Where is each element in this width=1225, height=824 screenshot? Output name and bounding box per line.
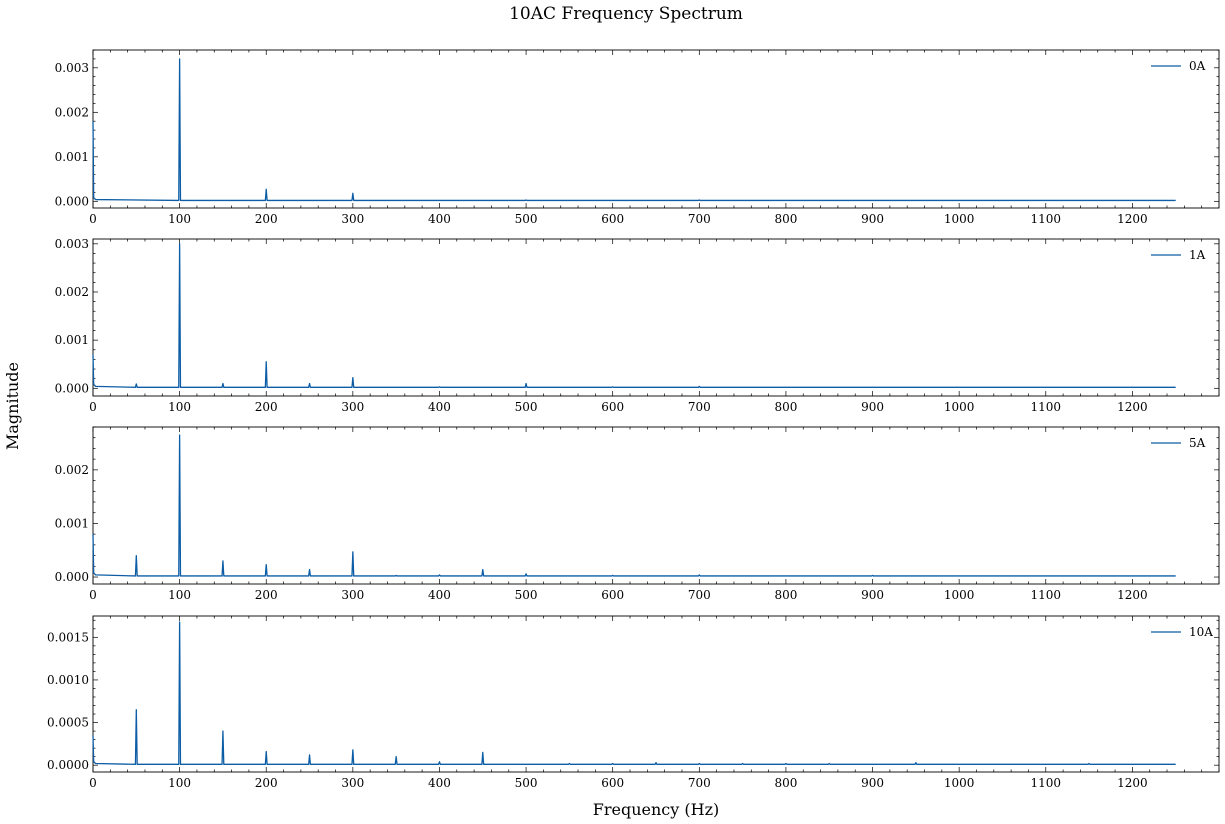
y-tick-label: 0.0005 — [47, 716, 89, 730]
x-tick-label: 1100 — [1030, 588, 1061, 602]
spectrum-line-1A — [92, 243, 1176, 388]
subplot-10A: 0 100 200 300 400 500 600 700 800 900 1000 1100 1200… — [47, 615, 1220, 790]
x-tick-label: 400 — [428, 400, 451, 414]
x-axis-label: Frequency (Hz) — [593, 800, 720, 819]
x-tick-label: 600 — [601, 400, 624, 414]
y-tick-label: 0.003 — [55, 237, 89, 251]
x-tick-label: 500 — [515, 776, 538, 790]
x-tick-label: 100 — [168, 212, 191, 226]
y-axis-label: Magnitude — [3, 362, 22, 450]
subplot-panels: 0 100 200 300 400 500 600 700 800 900 1000 1100 1200… — [47, 49, 1220, 790]
x-tick-label: 600 — [601, 212, 624, 226]
y-tick-label: 0.002 — [55, 105, 89, 119]
x-tick-label: 1000 — [944, 400, 975, 414]
y-tick-label: 0.001 — [55, 516, 89, 530]
legend-label: 10A — [1189, 625, 1213, 639]
x-tick-label: 500 — [515, 588, 538, 602]
subplot-1A: 0 100 200 300 400 500 600 700 800 900 1000 1100 1200… — [55, 237, 1220, 414]
axes-frame — [92, 238, 1220, 397]
axes-frame — [92, 49, 1220, 209]
x-tick-label: 200 — [255, 400, 278, 414]
y-tick-label: 0.000 — [55, 570, 89, 584]
subplot-5A: 0 100 200 300 400 500 600 700 800 900 1000 1100 1200… — [55, 426, 1220, 602]
x-tick-label: 400 — [428, 776, 451, 790]
y-tick-label: 0.0000 — [47, 758, 89, 772]
x-tick-label: 800 — [774, 400, 797, 414]
x-tick-label: 0 — [89, 400, 97, 414]
legend-label: 5A — [1189, 436, 1206, 450]
x-tick-label: 900 — [861, 588, 884, 602]
x-tick-label: 100 — [168, 776, 191, 790]
x-tick-label: 300 — [341, 588, 364, 602]
x-tick-label: 700 — [688, 400, 711, 414]
x-tick-label: 0 — [89, 776, 97, 790]
x-tick-label: 1100 — [1030, 400, 1061, 414]
spectrum-line-10A — [92, 621, 1176, 765]
x-tick-label: 1200 — [1117, 776, 1148, 790]
y-tick-label: 0.0015 — [47, 630, 89, 644]
x-tick-label: 100 — [168, 588, 191, 602]
x-tick-label: 0 — [89, 588, 97, 602]
x-tick-label: 800 — [774, 212, 797, 226]
x-tick-label: 200 — [255, 212, 278, 226]
x-tick-label: 1200 — [1117, 400, 1148, 414]
x-tick-label: 100 — [168, 400, 191, 414]
x-tick-label: 600 — [601, 776, 624, 790]
subplot-0A: 0 100 200 300 400 500 600 700 800 900 1000 1100 1200… — [55, 49, 1220, 226]
x-tick-label: 700 — [688, 212, 711, 226]
x-tick-label: 600 — [601, 588, 624, 602]
y-tick-label: 0.0010 — [47, 673, 89, 687]
x-tick-label: 500 — [515, 212, 538, 226]
x-tick-label: 1200 — [1117, 212, 1148, 226]
y-tick-label: 0.001 — [55, 150, 89, 164]
spectrum-line-5A — [92, 434, 1176, 577]
x-tick-label: 700 — [688, 588, 711, 602]
y-tick-label: 0.003 — [55, 61, 89, 75]
x-tick-label: 200 — [255, 588, 278, 602]
y-tick-label: 0.001 — [55, 333, 89, 347]
y-tick-label: 0.000 — [55, 381, 89, 395]
x-tick-label: 1000 — [944, 588, 975, 602]
x-tick-label: 1100 — [1030, 212, 1061, 226]
axes-frame — [92, 426, 1220, 585]
x-tick-label: 500 — [515, 400, 538, 414]
x-tick-label: 900 — [861, 400, 884, 414]
axes-frame — [92, 615, 1220, 773]
y-tick-label: 0.000 — [55, 194, 89, 208]
x-tick-label: 800 — [774, 588, 797, 602]
x-tick-label: 200 — [255, 776, 278, 790]
x-tick-label: 400 — [428, 212, 451, 226]
x-tick-label: 1000 — [944, 212, 975, 226]
x-tick-label: 1200 — [1117, 588, 1148, 602]
x-tick-label: 300 — [341, 400, 364, 414]
x-tick-label: 800 — [774, 776, 797, 790]
x-tick-label: 400 — [428, 588, 451, 602]
spectrum-line-0A — [92, 58, 1176, 202]
x-tick-label: 900 — [861, 776, 884, 790]
x-tick-label: 700 — [688, 776, 711, 790]
x-tick-label: 300 — [341, 212, 364, 226]
y-tick-label: 0.002 — [55, 463, 89, 477]
legend-label: 0A — [1189, 59, 1206, 73]
x-tick-label: 1000 — [944, 776, 975, 790]
x-tick-label: 1100 — [1030, 776, 1061, 790]
legend-label: 1A — [1189, 248, 1206, 262]
x-tick-label: 0 — [89, 212, 97, 226]
y-tick-label: 0.002 — [55, 285, 89, 299]
x-tick-label: 300 — [341, 776, 364, 790]
figure-title: 10AC Frequency Spectrum — [509, 4, 743, 24]
x-tick-label: 900 — [861, 212, 884, 226]
